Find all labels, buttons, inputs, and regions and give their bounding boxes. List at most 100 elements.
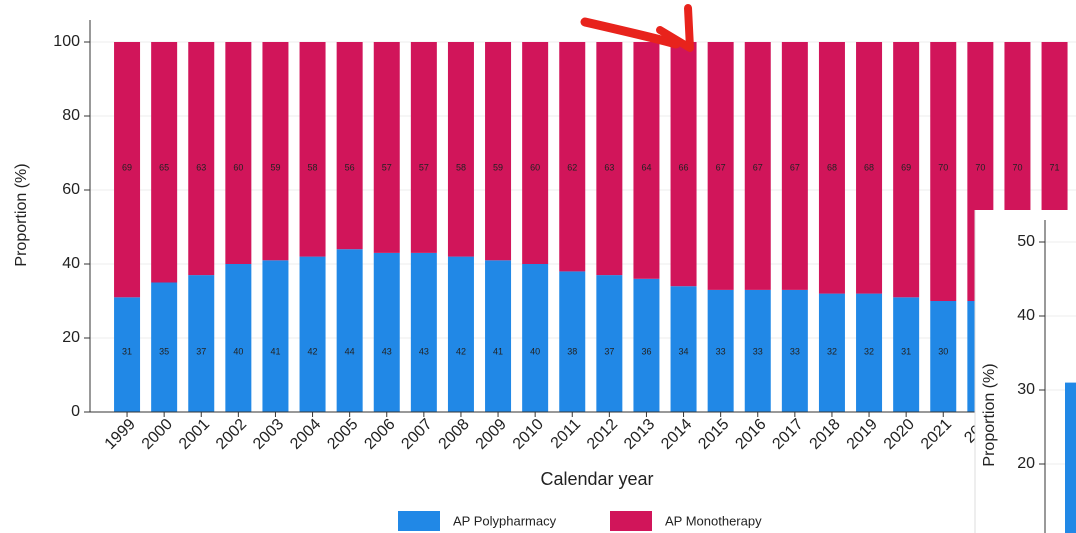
inset-background [975, 210, 1076, 533]
bar-segment [596, 275, 623, 412]
bar-segment [151, 42, 178, 283]
data-label: 34 [679, 346, 689, 356]
x-tick-label: 2021 [918, 416, 955, 453]
bar-segment [188, 275, 215, 412]
bar-segment [336, 249, 363, 412]
x-tick-label: 2003 [250, 416, 287, 453]
arrow-annotation [580, 17, 681, 49]
data-label: 64 [641, 162, 651, 172]
data-label: 33 [716, 346, 726, 356]
bar-segment [744, 289, 771, 412]
data-label: 67 [753, 162, 763, 172]
data-label: 70 [938, 162, 948, 172]
data-label: 43 [382, 346, 392, 356]
data-label: 42 [456, 346, 466, 356]
bar-segment [225, 42, 252, 264]
bar-segment [707, 289, 734, 412]
data-label: 63 [604, 162, 614, 172]
data-label: 31 [122, 346, 132, 356]
data-label: 67 [790, 162, 800, 172]
data-label: 62 [567, 162, 577, 172]
x-tick-label: 2000 [139, 416, 176, 453]
bar-segment [707, 42, 734, 290]
data-label: 58 [456, 162, 466, 172]
y-tick-label: 80 [62, 107, 80, 124]
bar-segment [633, 42, 660, 279]
bar-segment [373, 252, 400, 412]
bar-segment [818, 42, 845, 294]
data-label: 67 [716, 162, 726, 172]
bar-segment [151, 282, 178, 412]
bar-segment [781, 42, 808, 290]
bar-segment [596, 42, 623, 276]
x-tick-label: 2004 [287, 416, 324, 453]
x-tick-label: 2007 [398, 416, 435, 453]
arrow-head [656, 4, 694, 52]
inset-chart: 20 30 40 50 Proportion (%) [974, 210, 1076, 533]
bar-segment [410, 42, 437, 253]
y-tick-label: 50 [1017, 233, 1035, 250]
data-label: 71 [1050, 162, 1060, 172]
x-tick-label: 2016 [732, 416, 769, 453]
x-tick-label: 2011 [548, 416, 584, 452]
bar-segment [744, 42, 771, 290]
x-tick-label: 2013 [621, 416, 658, 453]
bar-segment [670, 42, 697, 287]
y-tick-label: 20 [1017, 455, 1035, 472]
x-tick-label: 2012 [584, 416, 621, 453]
data-label: 40 [530, 346, 540, 356]
bar-segment [670, 286, 697, 412]
legend-swatch [610, 511, 652, 531]
data-label: 70 [1012, 162, 1022, 172]
data-label: 40 [233, 346, 243, 356]
data-label: 32 [864, 346, 874, 356]
legend-label: AP Monotherapy [665, 513, 762, 528]
data-label: 63 [196, 162, 206, 172]
bar-segment [893, 297, 920, 412]
bar-segment [225, 264, 252, 412]
bar-segment [299, 42, 326, 257]
bar-segment [262, 42, 289, 261]
x-axis-title: Calendar year [540, 469, 653, 489]
bar-segment [930, 42, 957, 301]
data-label: 65 [159, 162, 169, 172]
data-label: 43 [419, 346, 429, 356]
data-label: 69 [122, 162, 132, 172]
data-label: 58 [308, 162, 318, 172]
data-label: 37 [196, 346, 206, 356]
data-label: 60 [530, 162, 540, 172]
x-tick-label: 2015 [695, 416, 732, 453]
data-label: 68 [864, 162, 874, 172]
bar-segment [485, 42, 512, 261]
bar-segment [447, 256, 474, 412]
y-tick-label: 40 [62, 255, 80, 272]
bar-segment [856, 293, 883, 412]
bar-segment [114, 297, 141, 412]
bar-segment [299, 256, 326, 412]
data-label: 31 [901, 346, 911, 356]
bar-segment [633, 278, 660, 412]
data-label: 35 [159, 346, 169, 356]
bar-segment [781, 289, 808, 412]
x-tick-label: 2002 [213, 416, 250, 453]
bar-segment [559, 42, 586, 272]
bar-segment [559, 271, 586, 412]
y-tick-label: 20 [62, 329, 80, 346]
data-label: 37 [604, 346, 614, 356]
y-tick-label: 0 [71, 403, 80, 420]
x-tick-label: 2005 [324, 416, 361, 453]
data-label: 66 [679, 162, 689, 172]
bar-segment [373, 42, 400, 253]
bar-segment [856, 42, 883, 294]
bar-segment [485, 260, 512, 412]
data-label: 30 [938, 346, 948, 356]
y-axis-title: Proportion (%) [981, 363, 998, 466]
x-tick-label: 2010 [510, 416, 547, 453]
bar-segment [930, 301, 957, 412]
data-label: 70 [975, 162, 985, 172]
x-tick-label: 2006 [361, 416, 398, 453]
bar-segment [447, 42, 474, 257]
data-label: 33 [790, 346, 800, 356]
